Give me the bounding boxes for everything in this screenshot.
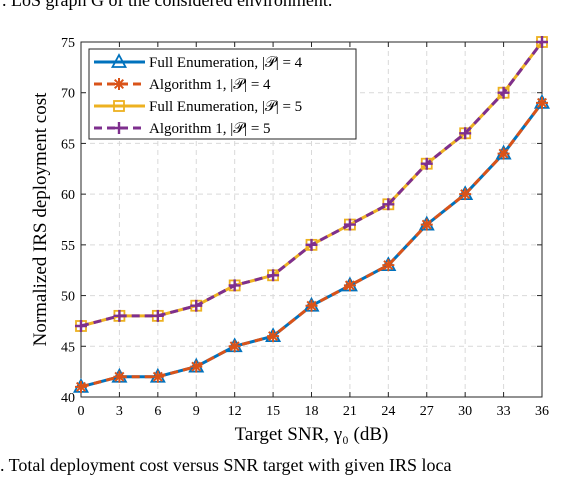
legend-entry: Full Enumeration, |𝒫| = 4: [94, 53, 303, 71]
series-point: [190, 299, 203, 312]
x-tick-label: 33: [497, 404, 511, 419]
series-point: [343, 218, 356, 231]
legend-label: Algorithm 1, |𝒫| = 5: [149, 121, 271, 137]
x-tick-label: 12: [228, 404, 242, 419]
series-point: [267, 330, 280, 343]
series-point: [228, 340, 241, 353]
series-point: [420, 218, 433, 231]
series-point: [305, 299, 318, 312]
series-point: [190, 360, 203, 373]
series-point: [113, 100, 125, 112]
x-tick-label: 15: [266, 404, 280, 419]
x-tick-label: 3: [116, 404, 123, 419]
series-4: [75, 36, 548, 332]
legend-entry: Full Enumeration, |𝒫| = 5: [94, 99, 302, 115]
y-tick-label: 65: [61, 137, 75, 152]
legend: Full Enumeration, |𝒫| = 4 Algorithm 1, |𝒫…: [88, 48, 357, 140]
figure-caption-bottom: . Total deployment cost versus SNR targe…: [0, 455, 452, 475]
series-point: [75, 320, 87, 332]
legend-label: Full Enumeration, |𝒫| = 5: [149, 99, 302, 115]
y-tick-label: 75: [61, 36, 75, 51]
legend-entry: Algorithm 1, |𝒫| = 5: [94, 121, 271, 137]
x-tick-label: 6: [154, 404, 161, 419]
series-point: [228, 279, 241, 292]
series-point: [151, 309, 164, 322]
series-point: [113, 309, 126, 322]
series-point: [113, 370, 126, 383]
series-point: [305, 238, 318, 251]
series-point: [420, 157, 433, 170]
series-2: [75, 96, 548, 393]
series-point: [151, 370, 164, 383]
series-layer: [72, 36, 551, 393]
y-tick-label: 70: [61, 87, 75, 102]
legend-label: Full Enumeration, |𝒫| = 4: [149, 55, 303, 71]
legend-box: [88, 48, 357, 140]
series-point: [459, 188, 472, 201]
x-tick-label: 21: [343, 404, 357, 419]
y-axis-label: Normalized IRS deployment cost: [30, 92, 51, 347]
y-tick-label: 55: [61, 239, 75, 254]
series-point: [382, 259, 395, 272]
x-tick-label: 9: [193, 404, 200, 419]
legend-label: Algorithm 1, |𝒫| = 4: [149, 77, 271, 93]
y-tick-label: 40: [61, 391, 75, 406]
x-tick-label: 30: [458, 404, 472, 419]
series-point: [343, 279, 356, 292]
series-point: [110, 53, 128, 68]
y-axis-ticks: 40 45 50 55 60 65 70 75: [61, 36, 542, 406]
series-point: [75, 380, 87, 393]
x-tick-label: 24: [381, 404, 395, 419]
x-tick-label: 18: [305, 404, 319, 419]
series-point: [113, 78, 125, 90]
x-tick-label: 0: [78, 404, 85, 419]
x-tick-label: 36: [535, 404, 549, 419]
series-point: [382, 198, 395, 211]
x-axis-ticks: 0 3 6 9 12 15 18 21 24 27 30 33 36: [78, 42, 549, 419]
figure-caption-top: . LoS graph G of the considered environm…: [2, 0, 333, 10]
legend-entry: Algorithm 1, |𝒫| = 4: [94, 77, 271, 93]
series-point: [536, 96, 548, 109]
series-point: [536, 36, 548, 48]
y-tick-label: 60: [61, 188, 75, 203]
series-point: [497, 86, 510, 99]
series-point: [497, 147, 510, 160]
x-tick-label: 27: [420, 404, 434, 419]
y-tick-label: 45: [61, 340, 75, 355]
x-axis-label: Target SNR, γ₀ (dB): [235, 424, 389, 445]
y-tick-label: 50: [61, 290, 75, 305]
series-point: [267, 269, 280, 282]
series-point: [113, 122, 125, 134]
series-point: [459, 127, 472, 140]
